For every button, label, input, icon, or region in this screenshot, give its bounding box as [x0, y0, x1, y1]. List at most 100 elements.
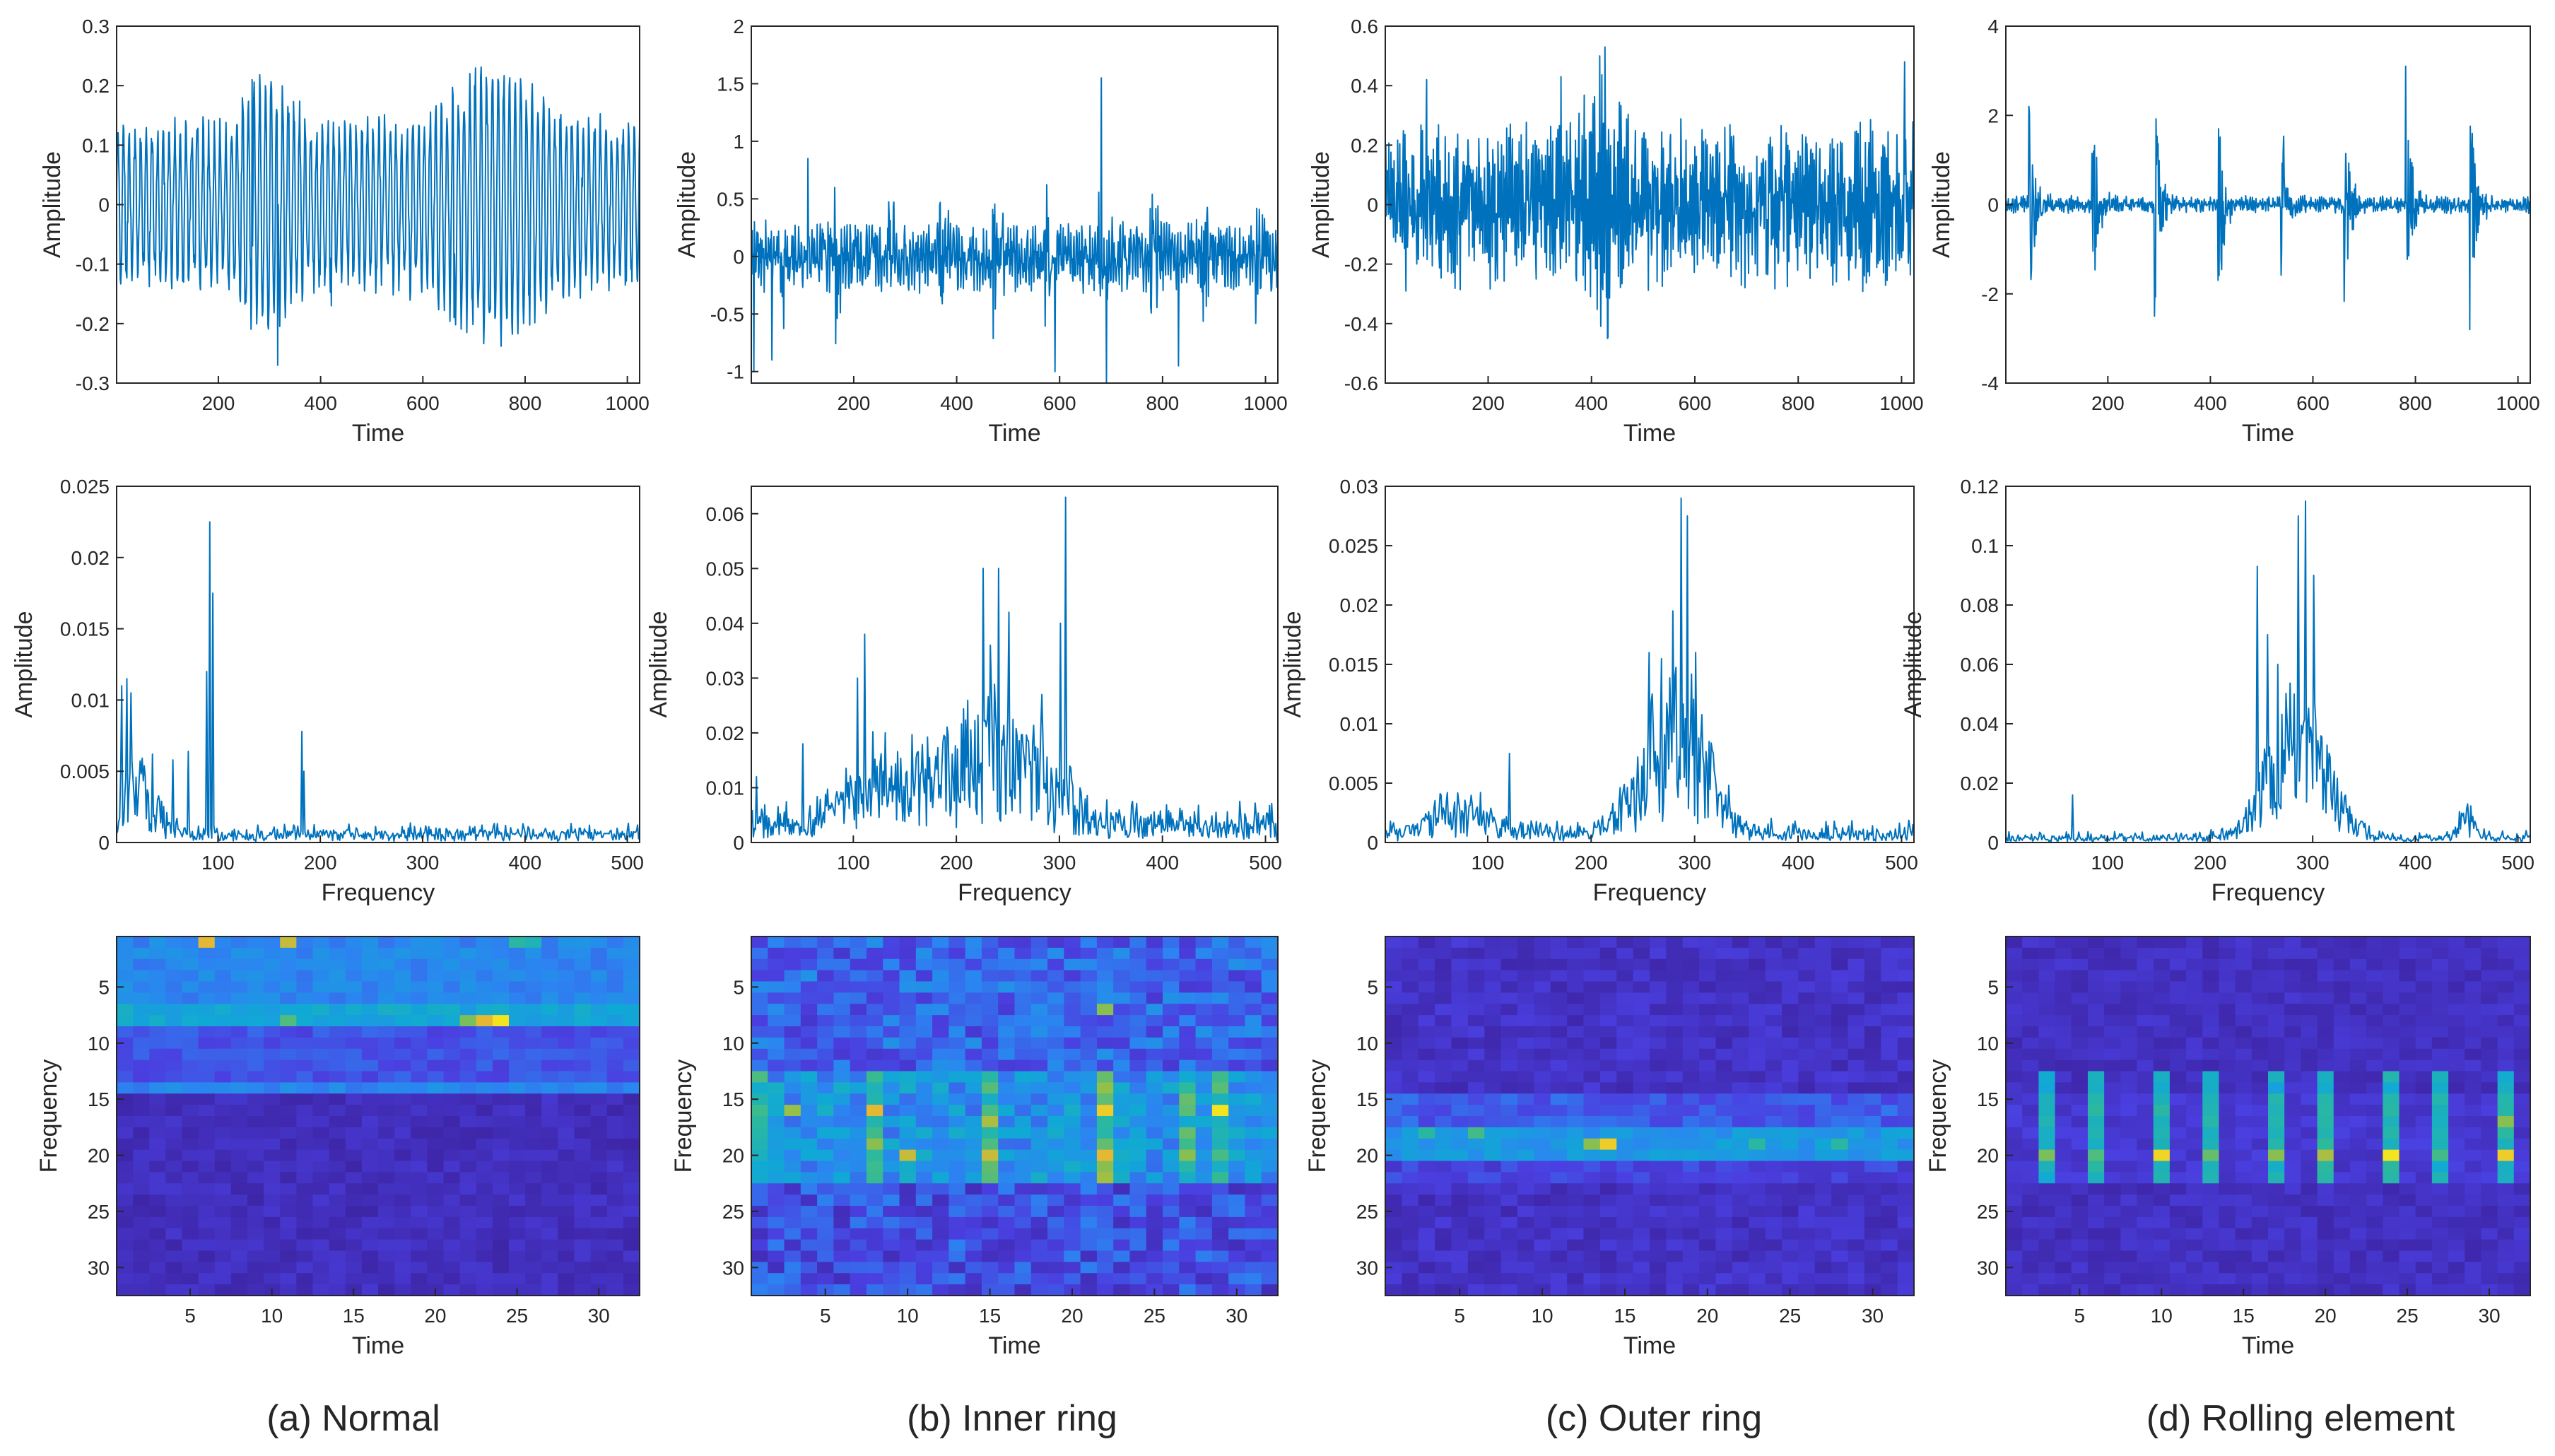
stft-rolling-cell	[2268, 1037, 2285, 1050]
stft-rolling-cell	[2120, 1082, 2138, 1094]
stft-outer-cell	[1616, 1093, 1634, 1105]
stft-inner-cell	[1096, 1183, 1114, 1195]
stft-rolling-cell	[2349, 1228, 2367, 1240]
stft-rolling-cell	[2383, 1116, 2400, 1128]
stft-inner-cell	[850, 1048, 867, 1061]
stft-normal-cell	[394, 1026, 411, 1038]
stft-rolling-cell	[2431, 1161, 2449, 1173]
stft-outer-cell	[1583, 1048, 1601, 1061]
stft-normal-cell	[411, 1172, 428, 1184]
stft-rolling-cell	[2022, 1059, 2039, 1072]
stft-inner-cell	[850, 947, 867, 960]
stft-normal-cell	[541, 1004, 558, 1016]
stft-outer-cell	[1484, 937, 1502, 949]
stft-rolling-cell	[2349, 1149, 2367, 1162]
stft-outer-cell	[1500, 1138, 1518, 1151]
stft-inner-cell	[1047, 1093, 1064, 1105]
stft-inner-cell	[998, 1138, 1016, 1151]
stft-outer-cell	[1798, 1250, 1816, 1262]
stft-inner-cell	[981, 1250, 999, 1262]
stft-rolling-cell	[2431, 1194, 2449, 1207]
stft-outer-cell	[1814, 992, 1832, 1004]
stft-rolling-cell	[2186, 1048, 2203, 1061]
stft-outer-cell	[1798, 1071, 1816, 1083]
stft-inner-cell	[866, 992, 883, 1004]
stft-normal-cell	[443, 1026, 461, 1038]
stft-inner-cell	[1228, 981, 1246, 993]
stft-rolling-cell	[2366, 1004, 2383, 1016]
stft-outer-cell	[1534, 1059, 1551, 1072]
stft-rolling-cell	[2481, 1127, 2498, 1139]
stft-normal-cell	[198, 1250, 216, 1262]
stft-inner-cell	[768, 1127, 785, 1139]
stft-normal-cell	[247, 1172, 264, 1184]
stft-inner-cell	[1129, 1127, 1147, 1139]
stft-rolling-cell	[2301, 1138, 2318, 1151]
stft-rolling-cell	[2465, 1172, 2482, 1184]
stft-outer-cell	[1749, 1082, 1766, 1094]
stft-outer-cell	[1402, 1116, 1419, 1128]
stft-outer-cell	[1402, 1059, 1419, 1072]
stft-outer-cell	[1699, 981, 1717, 993]
stft-inner-cell	[915, 1026, 933, 1038]
stft-rolling-cell	[2349, 1082, 2367, 1094]
stft-rolling-cell	[2366, 1082, 2383, 1094]
stft-normal-cell	[525, 1105, 542, 1117]
stft-rolling-cell	[2497, 1004, 2515, 1016]
stft-outer-cell	[1451, 1273, 1469, 1285]
stft-normal-cell	[509, 1194, 526, 1207]
stft-outer-cell	[1715, 947, 1733, 960]
stft-inner-ytick-label: 20	[722, 1145, 744, 1167]
stft-inner-cell	[883, 1284, 900, 1296]
time-inner-xtick-label: 400	[940, 392, 973, 414]
stft-rolling-cell	[2137, 1082, 2154, 1094]
stft-rolling-cell	[2186, 1194, 2203, 1207]
stft-inner-cell	[1195, 1284, 1213, 1296]
stft-inner-cell	[800, 1284, 818, 1296]
stft-normal-cell	[509, 937, 526, 949]
stft-outer-ytick-label: 25	[1356, 1201, 1378, 1223]
stft-rolling-cell	[2186, 1149, 2203, 1162]
stft-rolling-cell	[2399, 1250, 2416, 1262]
stft-inner-cell	[1146, 1026, 1163, 1038]
stft-outer-cell	[1831, 1127, 1849, 1139]
stft-rolling-cell	[2038, 958, 2056, 971]
stft-normal-cell	[312, 1172, 330, 1184]
stft-normal-cell	[558, 1127, 575, 1139]
time-rolling-ytick-label: -4	[1981, 372, 1999, 394]
stft-rolling-cell	[2022, 1284, 2039, 1296]
stft-normal-cell	[606, 1127, 624, 1139]
stft-rolling-cell	[2219, 1105, 2236, 1117]
stft-normal-cell	[525, 1015, 542, 1027]
stft-rolling-cell	[2333, 1048, 2351, 1061]
stft-inner-cell	[800, 970, 818, 982]
stft-outer-cell	[1567, 1161, 1585, 1173]
stft-normal-cell	[280, 1116, 297, 1128]
stft-rolling-cell	[2349, 1004, 2367, 1016]
stft-inner-cell	[1245, 937, 1262, 949]
stft-inner-cell	[1179, 1206, 1197, 1218]
stft-normal-cell	[443, 1206, 461, 1218]
stft-rolling-cell	[2481, 1228, 2498, 1240]
stft-inner-cell	[1211, 1026, 1229, 1038]
stft-rolling-cell	[2448, 1105, 2465, 1117]
stft-outer-cell	[1599, 947, 1617, 960]
stft-outer-cell	[1451, 1026, 1469, 1038]
stft-rolling-cell	[2104, 947, 2121, 960]
stft-normal-ytick-label: 25	[88, 1201, 110, 1223]
stft-outer-cell	[1616, 1250, 1634, 1262]
stft-inner-cell	[1096, 1250, 1114, 1262]
stft-normal-cell	[296, 1015, 314, 1027]
stft-normal-cell	[296, 1127, 314, 1139]
stft-outer-cell	[1599, 1082, 1617, 1094]
stft-inner-cell	[932, 1216, 949, 1229]
stft-inner-cell	[1245, 947, 1262, 960]
stft-normal-cell	[590, 947, 608, 960]
stft-rolling-cell	[2071, 1037, 2089, 1050]
stft-outer-cell	[1517, 1004, 1534, 1016]
stft-outer-cell	[1583, 1273, 1601, 1285]
stft-rolling-cell	[2120, 1172, 2138, 1184]
stft-rolling-cell	[2284, 1239, 2301, 1252]
stft-inner-cell	[1228, 1026, 1246, 1038]
